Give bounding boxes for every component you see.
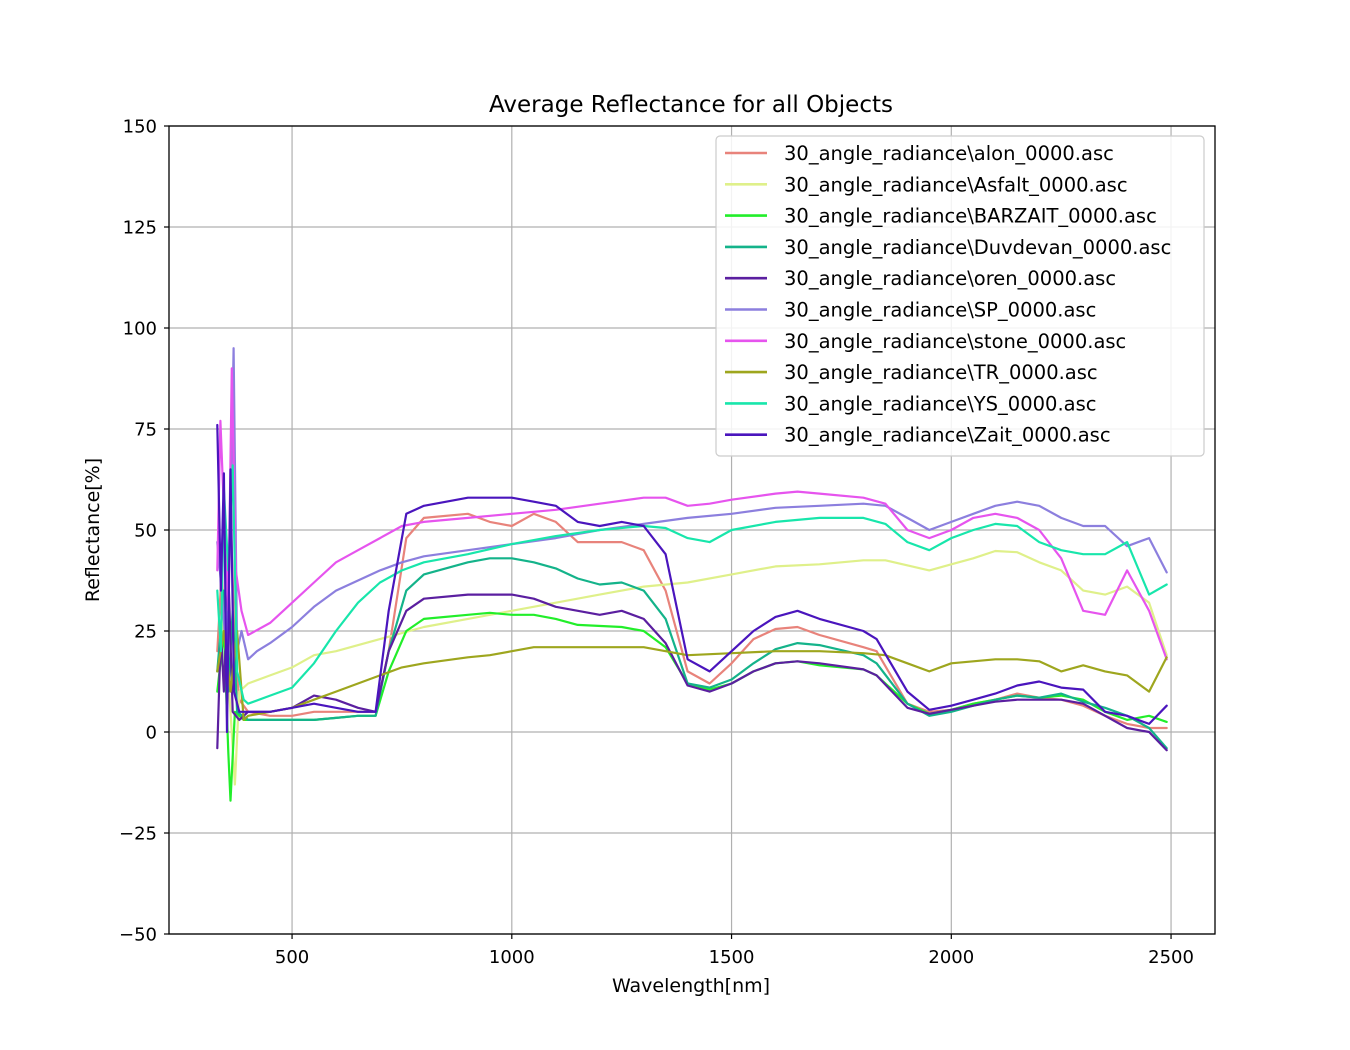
y-tick-label: 150 [123,117,157,138]
legend-label-9: 30_angle_radiance\Zait_0000.asc [784,424,1111,447]
legend: 30_angle_radiance\alon_0000.asc 30_angle_… [715,135,1205,457]
series-line-9 [216,423,1168,734]
legend-label-0: 30_angle_radiance\alon_0000.asc [784,142,1114,165]
series-line-1 [216,549,1168,786]
chart-title: Average Reflectance for all Objects [489,92,893,118]
legend-label-8: 30_angle_radiance\YS_0000.asc [784,392,1096,415]
series-line-8 [216,464,1168,705]
y-tick-label: 75 [134,420,157,441]
y-tick-label: 100 [123,319,157,340]
y-tick-label: 125 [123,218,157,239]
x-axis-label: Wavelength[nm] [612,975,770,997]
legend-label-5: 30_angle_radiance\SP_0000.asc [784,299,1096,322]
legend-box [715,135,1205,457]
x-tick-label: 2500 [1148,947,1194,968]
x-tick-label: 2000 [928,947,974,968]
x-tick-label: 1500 [709,947,755,968]
legend-label-4: 30_angle_radiance\oren_0000.asc [784,267,1116,290]
legend-label-6: 30_angle_radiance\stone_0000.asc [784,330,1126,353]
series-line-6 [216,367,1168,661]
series-line-3 [216,557,1168,750]
y-axis-label: Reflectance[%] [82,458,104,602]
y-tick-label: −50 [119,925,157,946]
y-tick-label: 25 [134,622,157,643]
y-tick-label: 50 [134,521,157,542]
legend-label-2: 30_angle_radiance\BARZAIT_0000.asc [784,205,1157,228]
series-layer [216,347,1168,802]
tick-layer: 500 1000 1500 2000 2500 −50 −25 0 25 50 75 100 125 15… [119,117,1194,969]
y-tick-label: −25 [119,824,157,845]
legend-label-1: 30_angle_radiance\Asfalt_0000.asc [784,173,1128,196]
legend-label-3: 30_angle_radiance\Duvdevan_0000.asc [784,236,1171,259]
x-tick-label: 500 [275,947,309,968]
legend-label-7: 30_angle_radiance\TR_0000.asc [784,361,1098,384]
x-tick-label: 1000 [489,947,535,968]
y-tick-label: 0 [146,723,157,744]
